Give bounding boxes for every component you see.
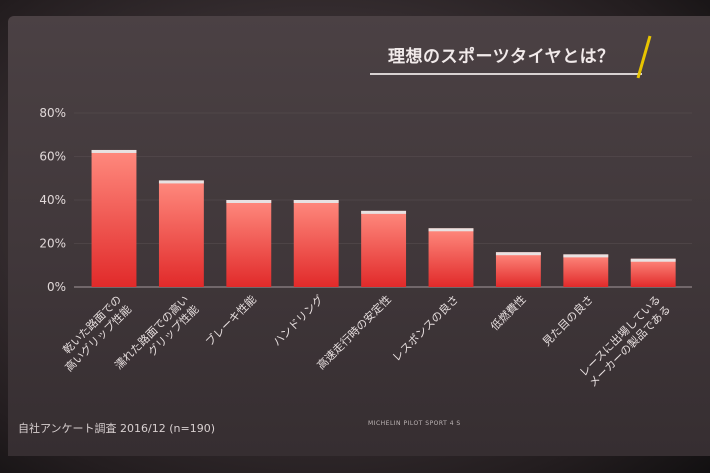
- slide-title: 理想のスポーツタイヤとは？: [388, 47, 615, 67]
- bar: [495, 252, 541, 287]
- x-category-label-line: 低燃費性: [488, 292, 529, 333]
- bar: [630, 258, 676, 287]
- y-tick-label: 40%: [39, 193, 66, 207]
- bar-highlight: [630, 258, 676, 262]
- x-category-label: ブレーキ性能: [202, 292, 259, 349]
- bar: [428, 228, 474, 287]
- bar-highlight: [158, 180, 204, 184]
- bar-highlight: [495, 252, 541, 256]
- y-axis-ticks: 80% 60% 40% 20% 0%: [39, 106, 66, 294]
- y-tick-label: 20%: [39, 237, 66, 251]
- x-category-label-line: メーカーの製品である: [586, 302, 674, 390]
- x-category-label-line: 高速走行時の安定性: [314, 292, 394, 372]
- bar-highlight: [563, 254, 609, 258]
- bar-highlight: [293, 200, 339, 203]
- bar-highlight: [361, 210, 407, 214]
- bar: [158, 180, 204, 287]
- x-category-label: 見た目の良さ: [539, 292, 596, 349]
- title-underline: [370, 73, 642, 75]
- x-category-label: 低燃費性: [488, 292, 529, 333]
- bar: [361, 210, 407, 287]
- bar: [226, 200, 272, 287]
- bar-highlight: [428, 228, 474, 232]
- x-category-label-line: 見た目の良さ: [539, 292, 596, 349]
- x-category-label: 高速走行時の安定性: [314, 292, 394, 372]
- x-category-label-line: ハンドリング: [270, 292, 327, 349]
- y-tick-label: 80%: [39, 106, 66, 120]
- bar: [563, 254, 609, 287]
- title-accent-slash: [636, 35, 652, 79]
- bar-highlight: [91, 149, 137, 153]
- x-category-label: レスポンスの良さ: [389, 292, 461, 364]
- x-category-label-line: レスポンスの良さ: [389, 292, 461, 364]
- survey-footnote: 自社アンケート調査 2016/12 (n=190): [18, 422, 216, 435]
- y-tick-label: 0%: [47, 280, 66, 294]
- x-category-label: ハンドリング: [270, 292, 327, 349]
- bar: [91, 149, 137, 287]
- x-category-label-line: ブレーキ性能: [202, 292, 259, 349]
- bar-highlight: [226, 200, 272, 203]
- bar: [293, 200, 339, 287]
- bars: [91, 149, 676, 287]
- brand-mark: MICHELIN PILOT SPORT 4 S: [368, 420, 461, 427]
- y-tick-label: 60%: [39, 150, 66, 164]
